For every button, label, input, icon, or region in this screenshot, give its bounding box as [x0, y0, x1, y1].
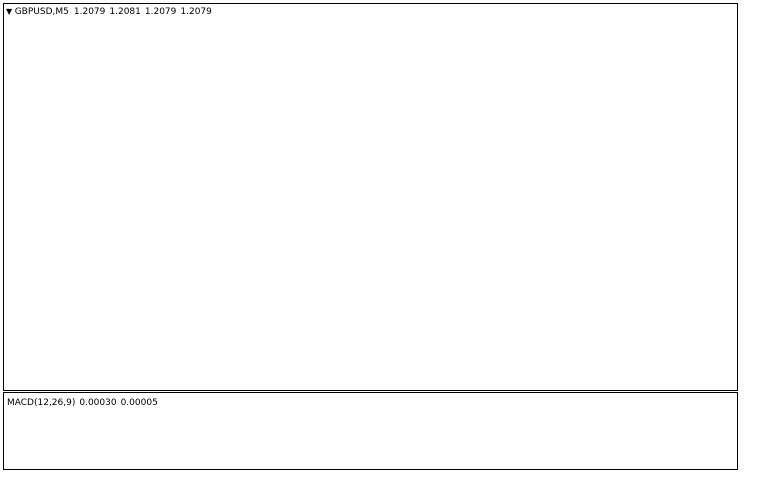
macd-title: MACD(12,26,9): [7, 398, 75, 408]
signal-value: 0.00005: [121, 398, 158, 408]
symbol: GBPUSD,M5: [15, 7, 69, 17]
macd-value: 0.00030: [79, 398, 116, 408]
low: 1.2079: [145, 7, 177, 17]
open: 1.2079: [74, 7, 106, 17]
high: 1.2081: [109, 7, 141, 17]
macd-header: MACD(12,26,9) 0.00030 0.00005: [7, 398, 158, 408]
dropdown-icon[interactable]: ▼: [6, 7, 15, 16]
close: 1.2079: [180, 7, 212, 17]
macd-panel-frame: [3, 392, 738, 470]
price-panel-frame: [3, 3, 738, 391]
header: ▼ GBPUSD,M5 1.2079 1.2081 1.2079 1.2079: [6, 7, 212, 17]
